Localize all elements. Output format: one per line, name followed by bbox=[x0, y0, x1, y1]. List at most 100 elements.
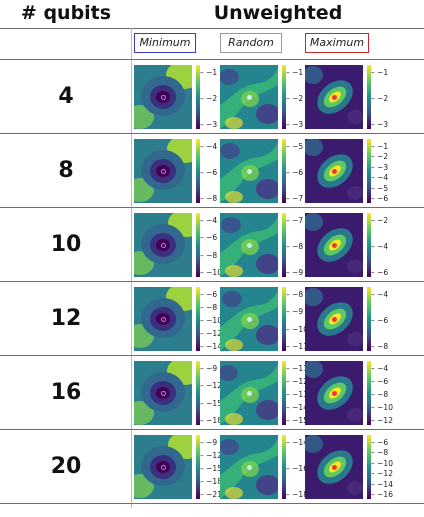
colorbar-tick-label: – −18 bbox=[200, 416, 222, 425]
landscape-panel-rand: – −14 – −16 – −18 bbox=[220, 435, 308, 499]
header-divider bbox=[0, 28, 424, 29]
colorbar-tick-label: – −7 bbox=[286, 194, 304, 203]
parameter-marker bbox=[160, 168, 166, 174]
parameter-marker bbox=[331, 94, 337, 100]
colorbar-tick-label: – −3 bbox=[371, 162, 389, 172]
parameter-marker bbox=[246, 390, 252, 396]
parameter-marker bbox=[246, 242, 252, 248]
colorbar bbox=[282, 435, 286, 499]
row-divider bbox=[0, 207, 424, 208]
landscape-panel-rand: – −8 – −9 – −10 – −11 bbox=[220, 287, 308, 351]
colorbar-tick-label: – −13 bbox=[286, 390, 308, 399]
colorbar-tick-label: – −9 bbox=[200, 438, 218, 447]
colorbar-tick-label: – −1 bbox=[371, 68, 389, 77]
row-divider bbox=[0, 133, 424, 134]
colorbar-tick-label: – −10 bbox=[200, 268, 222, 277]
colorbar-tick-label: – −3 bbox=[286, 120, 304, 129]
colorbar-tick-label: – −14 bbox=[371, 479, 393, 489]
landscape-panel-max: – −4 – −6 – −8 – −10 – −12 bbox=[305, 361, 393, 425]
colorbar-tick-label: – −9 bbox=[286, 268, 304, 277]
landscape-panel-rand: – −7 – −8 – −9 bbox=[220, 213, 308, 277]
parameter-marker bbox=[246, 168, 252, 174]
colorbar-tick-label: – −8 bbox=[286, 290, 304, 299]
colorbar-tick-label: – −12 bbox=[371, 469, 393, 479]
colorbar-tick-label: – −12 bbox=[200, 451, 222, 460]
qubit-row: 4 – −1 – −2 – −3 – −1 – −2 – −3 – −1 – −2 – −3 bbox=[0, 60, 424, 133]
colorbar-tick-label: – −15 bbox=[200, 398, 222, 408]
colorbar-tick-label: – −16 bbox=[371, 490, 393, 499]
qubit-count: 4 bbox=[58, 84, 74, 109]
colorbar bbox=[367, 435, 371, 499]
row-divider bbox=[0, 59, 424, 60]
colorbar-tick-label: – −10 bbox=[371, 458, 393, 468]
landscape-panel-min: – −4 – −6 – −8 – −10 bbox=[134, 213, 222, 277]
colorbar-tick-label: – −7 bbox=[286, 216, 304, 225]
colorbar-tick-label: – −9 bbox=[286, 307, 304, 317]
colorbar bbox=[367, 287, 371, 351]
colorbar-tick-label: – −4 bbox=[371, 173, 389, 183]
colorbar-tick-label: – −16 bbox=[286, 464, 308, 473]
colorbar-tick-label: – −8 bbox=[371, 342, 389, 351]
colorbar bbox=[196, 287, 200, 351]
parameter-marker bbox=[331, 242, 337, 248]
colorbar-tick-label: – −3 bbox=[371, 120, 389, 129]
colorbar-tick-label: – −6 bbox=[371, 316, 389, 325]
landscape-panel-max: – −6– −8– −10– −12– −14– −16 bbox=[305, 435, 393, 499]
column-label-random: Random bbox=[220, 33, 282, 53]
colorbar bbox=[196, 65, 200, 129]
colorbar-tick-label: – −21 bbox=[200, 490, 222, 499]
colorbar bbox=[367, 65, 371, 129]
qubit-row: 20– −9– −12– −15– −18– −21– −14– −16– −1… bbox=[0, 430, 424, 503]
landscape-panel-max: – −2 – −4 – −6 bbox=[305, 213, 393, 277]
colorbar-tick-label: – −14 bbox=[200, 342, 222, 351]
colorbar-tick-label: – −4 bbox=[371, 364, 389, 373]
colorbar-tick-label: – −10 bbox=[286, 324, 308, 334]
colorbar-tick-label: – −6 bbox=[371, 377, 389, 386]
colorbar-tick-label: – −15 bbox=[200, 464, 222, 473]
colorbar-tick-label: – −2 bbox=[371, 94, 389, 103]
colorbar-tick-label: – −12 bbox=[371, 416, 393, 425]
colorbar-tick-label: – −8 bbox=[371, 390, 389, 399]
qubit-row: 16– −9– −12– −15– −18– −11– −12– −13– −1… bbox=[0, 356, 424, 429]
colorbar-tick-label: – −1 bbox=[286, 68, 304, 77]
colorbar-tick-label: – −1 bbox=[200, 68, 218, 77]
qubit-count: 16 bbox=[50, 380, 82, 405]
colorbar-tick-label: – −2 bbox=[286, 94, 304, 103]
parameter-marker bbox=[246, 94, 252, 100]
colorbar bbox=[367, 139, 371, 203]
colorbar-tick-label: – −6 bbox=[371, 438, 389, 447]
colorbar-tick-label: – −2 bbox=[371, 152, 389, 162]
landscape-panel-min: – −1 – −2 – −3 bbox=[134, 65, 222, 129]
colorbar-tick-label: – −14 bbox=[286, 403, 308, 412]
row-divider bbox=[0, 281, 424, 282]
colorbar-tick-label: – −8 bbox=[286, 242, 304, 251]
colorbar bbox=[196, 435, 200, 499]
qubit-row: 10– −4– −6– −8– −10– −7– −8– −9– −2– −4–… bbox=[0, 208, 424, 281]
colorbar bbox=[196, 139, 200, 203]
unweighted-title: Unweighted bbox=[213, 2, 343, 24]
colorbar-tick-label: – −11 bbox=[286, 342, 308, 351]
colorbar-tick-label: – −12 bbox=[200, 329, 222, 338]
parameter-marker bbox=[331, 168, 337, 174]
parameter-marker bbox=[160, 390, 166, 396]
parameter-marker bbox=[331, 464, 337, 470]
row-divider bbox=[0, 429, 424, 430]
colorbar-tick-label: – −9 bbox=[200, 364, 218, 373]
landscape-panel-min: – −6 – −8 – −10 – −12 – −14 bbox=[134, 287, 222, 351]
parameter-marker bbox=[246, 464, 252, 470]
parameter-marker bbox=[331, 316, 337, 322]
colorbar-tick-label: – −18 bbox=[286, 490, 308, 499]
colorbar bbox=[196, 361, 200, 425]
landscape-panel-rand: – −5 – −6 – −7 bbox=[220, 139, 308, 203]
qubits-column-header: # qubits bbox=[20, 2, 112, 24]
colorbar-tick-label: – −6 bbox=[371, 268, 389, 277]
qubit-count: 20 bbox=[50, 454, 82, 479]
colorbar-tick-label: – −8 bbox=[371, 448, 389, 458]
qubit-row: 8– −4– −6– −8– −5– −6– −7– −1– −2– −3– −… bbox=[0, 134, 424, 207]
colorbar-tick-label: – −12 bbox=[286, 377, 308, 386]
colorbar-tick-label: – −2 bbox=[200, 94, 218, 103]
colorbar-tick-label: – −8 bbox=[200, 194, 218, 203]
colorbar-tick-label: – −1 bbox=[371, 142, 389, 151]
colorbar-tick-label: – −10 bbox=[200, 316, 222, 325]
colorbar-tick-label: – −6 bbox=[200, 233, 218, 243]
